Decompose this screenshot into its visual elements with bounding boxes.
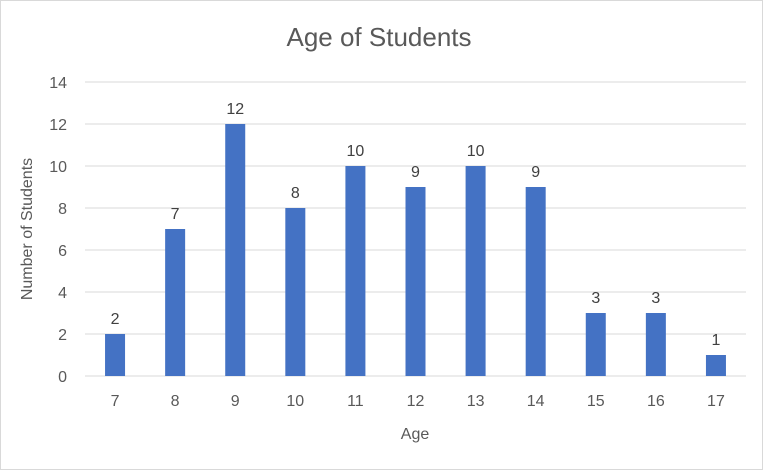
y-tick-label: 14 — [49, 75, 67, 92]
x-axis-ticks: 7 8 9 10 11 12 13 14 15 16 17 — [111, 393, 725, 410]
bar — [225, 124, 246, 376]
y-tick-label: 8 — [58, 201, 67, 218]
x-tick-label: 12 — [407, 393, 425, 410]
data-label: 12 — [226, 101, 244, 118]
bar — [345, 166, 366, 376]
bar — [405, 187, 426, 376]
data-label: 7 — [171, 206, 180, 223]
y-tick-label: 12 — [49, 117, 67, 134]
data-label: 1 — [712, 332, 721, 349]
y-tick-label: 6 — [58, 243, 67, 260]
bar — [165, 229, 186, 376]
y-tick-label: 2 — [58, 327, 67, 344]
x-tick-label: 15 — [587, 393, 605, 410]
data-label: 10 — [347, 143, 365, 160]
bar — [105, 334, 126, 376]
x-tick-label: 8 — [171, 393, 180, 410]
chart-title: Age of Students — [286, 22, 471, 52]
x-tick-label: 9 — [231, 393, 240, 410]
bar — [585, 313, 606, 376]
x-tick-label: 16 — [647, 393, 665, 410]
y-axis-title: Number of Students — [19, 158, 36, 300]
x-tick-label: 7 — [111, 393, 120, 410]
x-tick-label: 11 — [347, 393, 364, 410]
y-tick-label: 10 — [49, 159, 67, 176]
bar — [705, 355, 726, 376]
data-label: 3 — [591, 290, 600, 307]
data-label: 9 — [531, 164, 540, 181]
data-labels: 2 7 12 8 10 9 10 9 3 3 1 — [111, 101, 721, 349]
x-tick-label: 10 — [286, 393, 304, 410]
data-label: 2 — [111, 311, 120, 328]
data-label: 8 — [291, 185, 300, 202]
y-tick-label: 0 — [58, 369, 67, 386]
bars — [105, 124, 726, 376]
bar — [285, 208, 306, 376]
data-label: 9 — [411, 164, 420, 181]
x-tick-label: 13 — [467, 393, 485, 410]
bar — [465, 166, 486, 376]
bar — [525, 187, 546, 376]
x-tick-label: 14 — [527, 393, 545, 410]
x-tick-label: 17 — [707, 393, 725, 410]
bar — [645, 313, 666, 376]
y-axis-ticks: 0 2 4 6 8 10 12 14 — [49, 75, 67, 386]
data-label: 10 — [467, 143, 485, 160]
y-tick-label: 4 — [58, 285, 67, 302]
data-label: 3 — [651, 290, 660, 307]
x-axis-title: Age — [401, 426, 430, 443]
